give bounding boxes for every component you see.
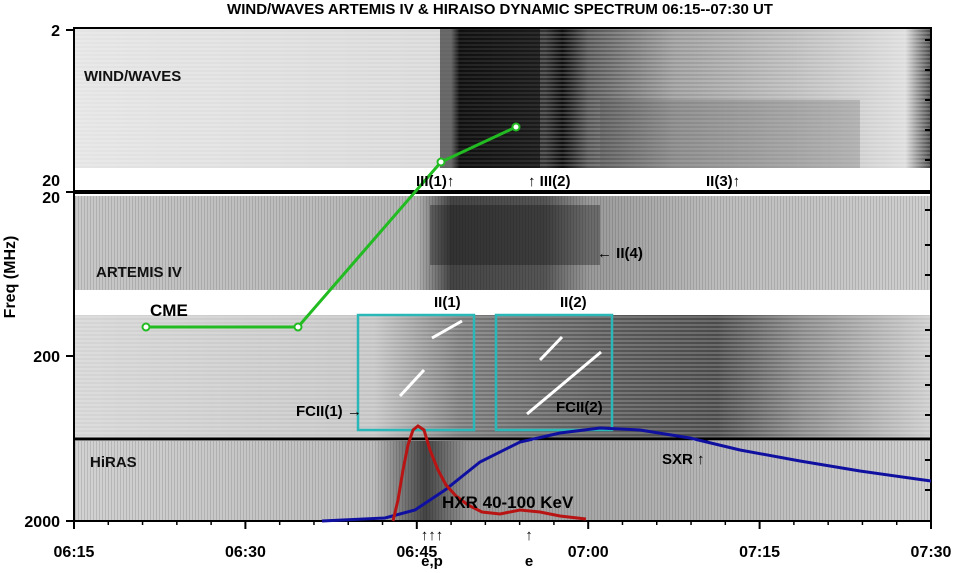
cme-point	[436, 157, 446, 167]
hxr-curve	[391, 424, 587, 522]
bottom-marker-e: ↑ e	[525, 527, 533, 570]
x-tick-label: 07:15	[739, 544, 780, 561]
y-axis-label: Freq (MHz)	[2, 236, 19, 319]
annotation-fcii1: FCII(1) →	[296, 403, 362, 420]
cme-label: CME	[150, 301, 188, 320]
annotation-iii1: III(1)↑	[416, 173, 454, 190]
x-tick-label: 07:30	[911, 544, 952, 561]
drift-mark	[538, 335, 564, 362]
fcii-box-2	[494, 313, 614, 432]
cme-point	[511, 122, 521, 132]
annotation-ii2: II(2)	[560, 294, 587, 311]
y-tick-label: 2000	[24, 514, 60, 531]
gap-artemis-hiraiso	[74, 290, 931, 315]
annotation-ii3: II(3)↑	[706, 173, 740, 190]
y-axis: 2 20 20 200 2000	[24, 23, 74, 531]
annotation-ii4: ← II(4)	[597, 245, 643, 262]
x-tick-label: 06:45	[396, 544, 437, 561]
x-tick-label: 06:15	[54, 544, 95, 561]
panel-label-hiras: HiRAS	[90, 454, 137, 471]
panel-label-artemis-iv: ARTEMIS IV	[96, 264, 182, 281]
x-tick-label: 06:30	[225, 544, 266, 561]
cme-curve	[146, 125, 517, 329]
cme-point	[293, 322, 303, 332]
drift-mark	[431, 319, 463, 340]
panel-hiraiso	[74, 315, 931, 438]
annotation-hxr: HXR 40-100 KeV	[442, 493, 574, 512]
y-tick-label: 20	[42, 173, 60, 190]
right-axis-ticks	[925, 39, 931, 491]
annotation-sxr: SXR ↑	[662, 451, 705, 468]
drift-mark	[398, 368, 426, 398]
y-tick-label: 2	[51, 23, 60, 40]
x-axis: 06:15 06:30 06:45 07:00 07:15 07:30	[54, 521, 952, 561]
marker-label-ep: e,p	[421, 553, 443, 570]
drift-mark	[526, 350, 602, 416]
y-tick-label: 20	[42, 190, 60, 207]
cme-point	[141, 322, 151, 332]
gap-wind-artemis	[74, 168, 931, 190]
panel-hiras	[74, 441, 931, 521]
fcii-box-1	[356, 313, 476, 432]
panel-wind-waves	[74, 28, 931, 170]
marker-label-e: e	[525, 553, 533, 570]
chart-title: WIND/WAVES ARTEMIS IV & HIRAISO DYNAMIC …	[227, 1, 773, 18]
sxr-curve	[321, 426, 932, 523]
x-tick-label: 07:00	[568, 544, 609, 561]
annotation-iii2: ↑ III(2)	[528, 173, 571, 190]
panel-label-wind-waves: WIND/WAVES	[84, 68, 181, 85]
bottom-marker-ep: ↑↑↑ e,p	[421, 527, 444, 570]
y-tick-label: 200	[33, 349, 60, 366]
panel-artemis-iv	[74, 196, 931, 290]
marker-arrows: ↑↑↑	[421, 527, 444, 544]
annotation-fcii2: FCII(2)	[556, 399, 603, 416]
annotation-ii1: II(1)	[434, 294, 461, 311]
marker-arrow: ↑	[525, 527, 533, 544]
